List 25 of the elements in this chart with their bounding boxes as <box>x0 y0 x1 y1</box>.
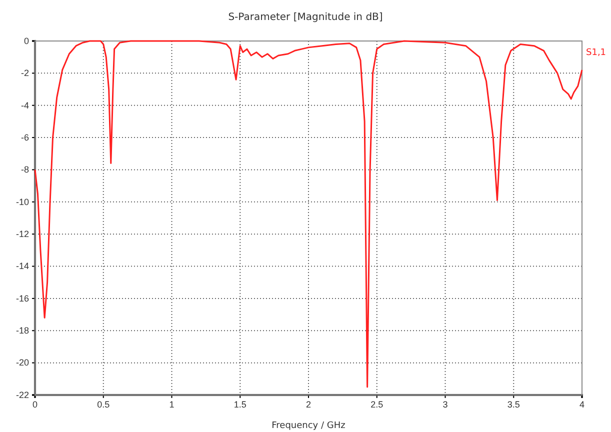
x-tick-label: 0.5 <box>97 399 110 410</box>
y-tick-label: -8 <box>20 164 29 175</box>
y-tick-label: -4 <box>20 100 29 110</box>
x-tick-label: 4 <box>579 399 585 410</box>
y-tick-label: 0 <box>24 36 29 46</box>
y-tick-label: -22 <box>16 390 29 400</box>
chart-title: S-Parameter [Magnitude in dB] <box>228 12 383 23</box>
series-label: S1,1 <box>586 48 606 58</box>
x-tick-label: 3 <box>442 399 448 410</box>
y-tick-label: -10 <box>16 196 29 207</box>
x-tick-label: 1.5 <box>234 399 246 410</box>
y-tick-label: -20 <box>16 358 29 368</box>
x-axis-title: Frequency / GHz <box>272 421 346 431</box>
x-tick-label: 2.5 <box>370 399 384 410</box>
x-tick-label: 3.5 <box>507 399 520 410</box>
x-tick-label: 1 <box>169 399 174 410</box>
y-tick-label: -12 <box>16 228 29 239</box>
y-tick-label: -14 <box>16 261 29 272</box>
y-tick-label: -2 <box>20 68 29 78</box>
x-tick-label: 0 <box>32 399 38 410</box>
y-tick-label: -16 <box>16 293 29 304</box>
y-tick-label: -6 <box>20 132 29 142</box>
x-tick-label: 2 <box>306 399 312 410</box>
y-tick-label: -18 <box>16 326 29 336</box>
line-series <box>34 40 583 388</box>
